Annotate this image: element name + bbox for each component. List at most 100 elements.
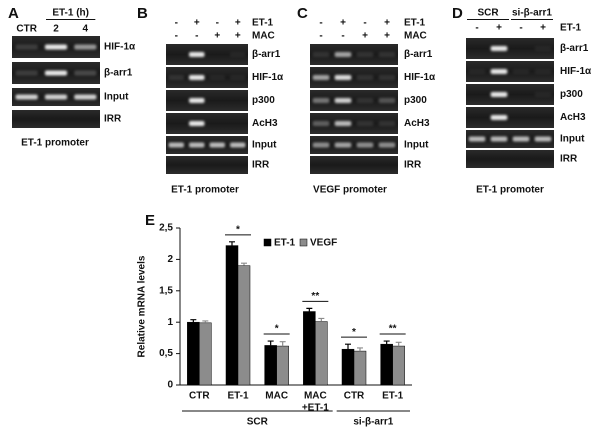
legend-swatch — [299, 238, 308, 247]
condition-sign: - — [175, 18, 178, 29]
y-tick-label: 0 — [167, 380, 173, 391]
error-bar — [279, 341, 286, 347]
row-label: HIF-1α — [560, 66, 592, 77]
bar — [237, 265, 251, 386]
row-label: Input — [404, 140, 429, 151]
gel-band — [378, 121, 396, 126]
gel-band — [512, 136, 530, 142]
row-label: IRR — [560, 154, 578, 165]
gel-strip — [466, 107, 554, 128]
panel-letter: B — [137, 5, 148, 22]
gel-strip — [466, 38, 554, 59]
x-tick-label: MAC — [265, 391, 288, 402]
gel-band — [356, 121, 374, 126]
gel-band — [44, 44, 68, 50]
gel-band — [356, 52, 374, 57]
error-bar — [318, 317, 325, 322]
gel-band — [378, 75, 396, 80]
gel-band — [74, 94, 97, 100]
gel-band — [188, 142, 205, 148]
condition-sign: - — [519, 23, 522, 34]
row-label: AcH3 — [560, 112, 586, 123]
x-tick-label: ET-1 — [382, 391, 404, 402]
gel-band — [188, 75, 205, 80]
row-label: β-arr1 — [252, 49, 281, 60]
lane-label: CTR — [16, 24, 37, 35]
gel-strip — [466, 130, 554, 148]
panel-footer: VEGF promoter — [313, 185, 387, 196]
gel-band — [378, 52, 396, 57]
gel-band — [74, 70, 97, 76]
group-label: si-β-arr1 — [353, 417, 393, 428]
gel-band — [209, 142, 226, 148]
gel-strip — [12, 110, 100, 128]
row-label: p300 — [560, 89, 583, 100]
panel-letter: C — [297, 5, 308, 22]
gel-band — [468, 69, 486, 74]
gel-band — [15, 70, 38, 76]
error-bar — [202, 320, 209, 323]
x-tick-label: ET-1 — [227, 391, 249, 402]
gel-strip — [166, 156, 248, 174]
error-bar — [395, 341, 402, 347]
gel-band — [356, 98, 374, 103]
gel-band — [490, 136, 508, 142]
bar — [187, 321, 200, 386]
bar — [380, 343, 393, 386]
gel-band — [188, 121, 205, 126]
gel-band — [512, 69, 530, 74]
gel-strip — [466, 150, 554, 168]
error-bar — [345, 343, 351, 350]
y-tick-label: 1 — [167, 317, 173, 328]
gel-band — [490, 69, 508, 74]
gel-band — [229, 75, 246, 80]
legend-swatch — [263, 238, 272, 247]
group-label: si-β-arr1 — [512, 8, 552, 19]
condition-sign: + — [384, 31, 390, 42]
gel-band — [378, 142, 396, 148]
gel-band — [490, 46, 508, 51]
gel-band — [44, 70, 68, 76]
gel-strip — [310, 44, 398, 65]
y-tick-label: 2 — [167, 254, 173, 265]
gel-band — [312, 121, 330, 126]
gel-strip — [466, 61, 554, 82]
x-tick-label: MAC — [304, 391, 327, 402]
condition-sign: + — [235, 31, 241, 42]
gel-band — [334, 121, 352, 126]
lane-label: 2 — [53, 24, 59, 35]
gel-band — [334, 98, 352, 103]
gel-band — [15, 44, 38, 50]
row-label: IRR — [404, 160, 422, 171]
error-bar — [229, 241, 235, 246]
y-tick-label: 1,5 — [159, 285, 173, 296]
gel-strip — [310, 90, 398, 111]
error-bar — [267, 340, 274, 346]
row-label: HIF-1α — [252, 72, 284, 83]
gel-strip — [310, 67, 398, 88]
row-label: p300 — [404, 95, 427, 106]
condition-sign: + — [362, 31, 368, 42]
gel-band — [44, 94, 68, 100]
condition-sign: - — [195, 31, 198, 42]
significance-mark: ** — [389, 324, 397, 335]
gel-strip — [166, 136, 248, 154]
gel-band — [490, 115, 508, 120]
row-label: β-arr1 — [404, 49, 433, 60]
x-tick-label: +ET-1 — [302, 403, 329, 414]
gel-strip — [166, 44, 248, 65]
gel-band — [15, 94, 38, 100]
gel-band — [168, 142, 185, 148]
row-label: AcH3 — [252, 118, 278, 129]
bar — [341, 348, 355, 386]
condition-sign: - — [319, 31, 322, 42]
error-bar — [306, 307, 313, 312]
bar — [276, 345, 289, 386]
condition-sign: + — [384, 18, 390, 29]
condition-sign: + — [235, 18, 241, 29]
gel-band — [188, 52, 205, 57]
row-label: IRR — [104, 114, 122, 125]
legend-label: ET-1 — [274, 238, 296, 249]
gel-band — [534, 136, 552, 142]
